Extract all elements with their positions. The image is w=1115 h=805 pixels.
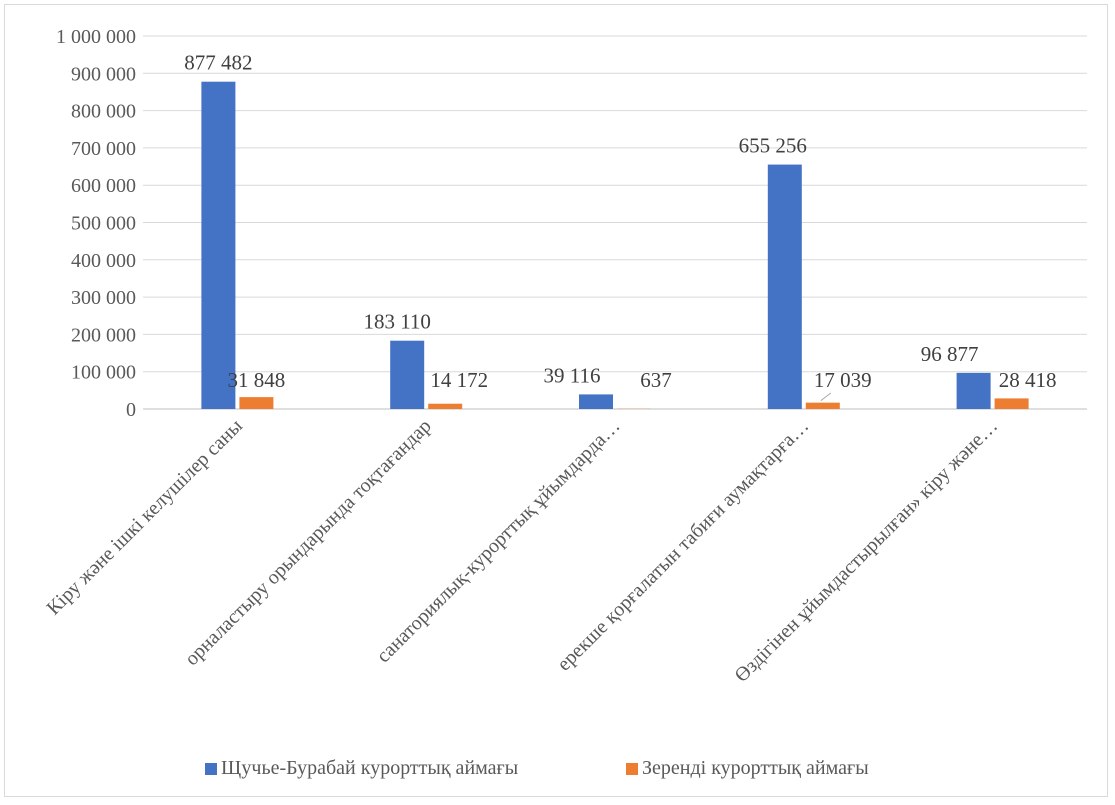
legend-label: Зеренді курорттық аймағы: [642, 757, 869, 779]
data-label: 31 848: [228, 368, 286, 392]
y-tick-label: 600 000: [71, 175, 136, 197]
y-tick-label: 0: [126, 399, 136, 421]
bar-zerendi: [428, 403, 463, 409]
bar-shchuchye-burabay: [201, 81, 236, 409]
y-tick-label: 200 000: [71, 324, 136, 346]
data-label: 28 418: [999, 368, 1057, 392]
data-label: 637: [640, 368, 672, 392]
legend-swatch: [205, 763, 217, 775]
y-tick-label: 1 000 000: [56, 26, 136, 48]
y-tick-label: 400 000: [71, 250, 136, 272]
data-label: 96 877: [921, 342, 979, 366]
data-label: 183 110: [363, 310, 430, 334]
y-tick-label: 100 000: [71, 362, 136, 384]
data-label: 655 256: [739, 134, 807, 158]
legend-swatch: [626, 763, 638, 775]
chart-frame: [4, 4, 1108, 797]
y-tick-label: 300 000: [71, 287, 136, 309]
y-tick-label: 800 000: [71, 101, 136, 123]
data-labels: 877 482 31 848 183 110 14 172 39 116 637 655 2…: [184, 51, 1057, 402]
data-label: 17 039: [814, 368, 872, 392]
bar-zerendi: [994, 398, 1029, 409]
category-label: Кіру және ішкі келушілер саны: [42, 415, 246, 619]
y-tick-label: 900 000: [71, 63, 136, 85]
legend: Щучье-Бурабай курорттық аймағы Зеренді ку…: [205, 757, 869, 779]
bar-shchuchye-burabay: [767, 164, 802, 409]
data-label: 39 116: [544, 363, 601, 387]
y-tick-label: 700 000: [71, 138, 136, 160]
bar-shchuchye-burabay: [390, 340, 425, 409]
bar-shchuchye-burabay: [579, 394, 613, 409]
bar-shchuchye-burabay: [956, 372, 991, 409]
bar-zerendi: [239, 397, 274, 409]
data-label: 877 482: [184, 51, 252, 75]
legend-label: Щучье-Бурабай курорттық аймағы: [221, 757, 518, 779]
axes: 0 100 000 200 000 300 000 400 000 500 000 600 …: [42, 26, 1002, 687]
leader-line: [820, 392, 832, 402]
data-label: 14 172: [430, 368, 488, 392]
y-tick-label: 500 000: [71, 213, 136, 235]
bars: [201, 81, 1029, 409]
gridlines: [143, 35, 1087, 410]
bar-zerendi: [805, 402, 840, 409]
